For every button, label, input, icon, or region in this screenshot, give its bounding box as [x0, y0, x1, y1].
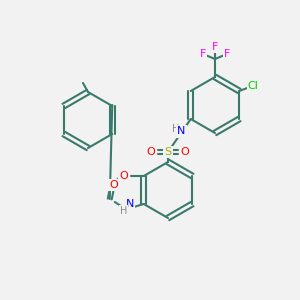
- Text: H: H: [172, 124, 179, 134]
- Text: O: O: [181, 147, 189, 157]
- Text: F: F: [212, 42, 218, 52]
- Text: O: O: [119, 171, 128, 181]
- Text: F: F: [200, 49, 206, 59]
- Text: N: N: [126, 199, 134, 209]
- Text: H: H: [120, 206, 127, 216]
- Text: O: O: [110, 180, 118, 190]
- Text: N: N: [177, 127, 186, 136]
- Text: Cl: Cl: [248, 81, 259, 91]
- Text: S: S: [164, 147, 172, 157]
- Text: F: F: [224, 49, 230, 59]
- Text: O: O: [147, 147, 155, 157]
